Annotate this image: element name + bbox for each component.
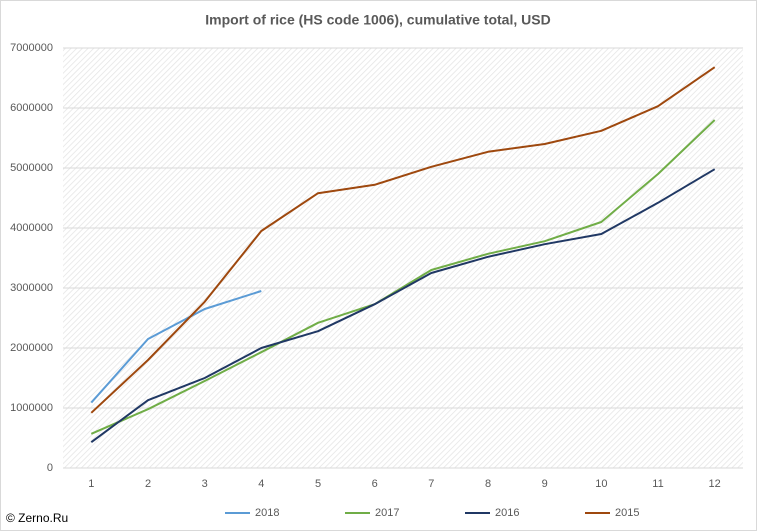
legend-label: 2018 xyxy=(255,507,279,519)
x-tick-label: 4 xyxy=(258,478,264,490)
plot-area xyxy=(63,48,743,468)
y-tick-label: 0 xyxy=(47,462,53,474)
x-tick-label: 12 xyxy=(709,478,721,490)
chart-title: Import of rice (HS code 1006), cumulativ… xyxy=(205,12,550,28)
legend-label: 2015 xyxy=(615,507,639,519)
x-tick-label: 6 xyxy=(372,478,378,490)
series-line xyxy=(90,168,716,444)
y-tick-label: 3000000 xyxy=(10,282,53,294)
x-tick-label: 2 xyxy=(145,478,151,490)
x-tick-label: 8 xyxy=(485,478,491,490)
x-tick-label: 11 xyxy=(652,478,663,490)
y-tick-label: 1000000 xyxy=(10,402,53,414)
x-tick-label: 10 xyxy=(595,478,607,490)
x-tick-label: 5 xyxy=(315,478,321,490)
y-tick-label: 2000000 xyxy=(10,342,53,354)
x-tick-label: 9 xyxy=(542,478,548,490)
x-tick-label: 7 xyxy=(428,478,434,490)
series-line xyxy=(90,66,716,414)
legend-label: 2017 xyxy=(375,507,399,519)
source: © Zerno.Ru xyxy=(6,511,68,525)
x-tick-label: 3 xyxy=(202,478,208,490)
y-tick-label: 4000000 xyxy=(10,222,53,234)
legend-label: 2016 xyxy=(495,507,519,519)
series-line xyxy=(90,290,262,404)
y-tick-label: 5000000 xyxy=(10,162,53,174)
y-tick-label: 6000000 xyxy=(10,102,53,114)
x-tick-label: 1 xyxy=(88,478,94,490)
y-tick-label: 7000000 xyxy=(10,42,53,54)
series-line xyxy=(90,119,716,435)
